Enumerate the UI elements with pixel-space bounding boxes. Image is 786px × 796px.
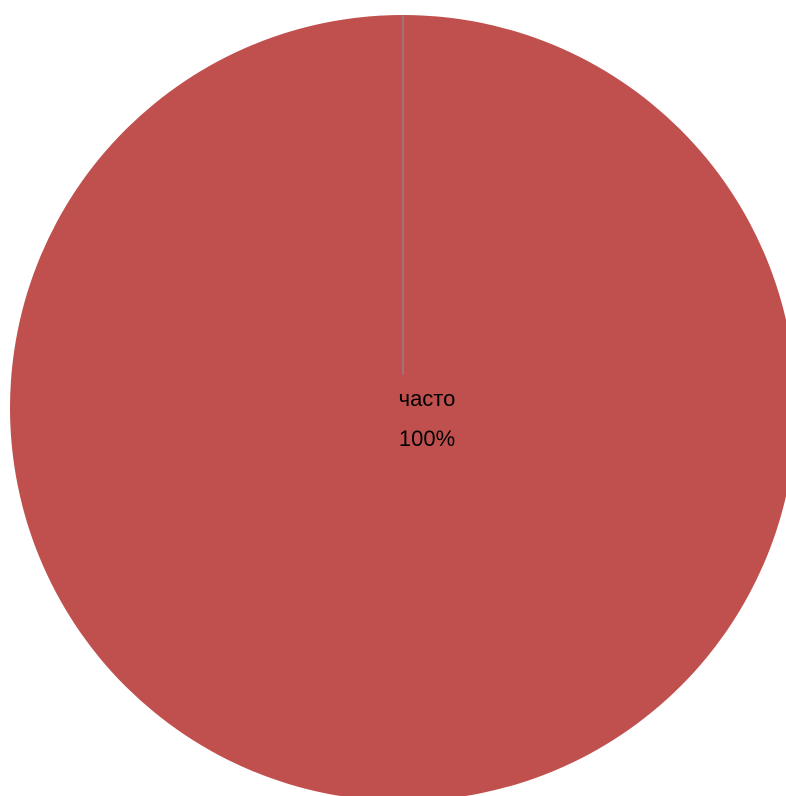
- pie-slice: [10, 15, 786, 796]
- category-label: часто: [399, 386, 456, 411]
- data-labels: часто 100%: [399, 386, 456, 451]
- value-label: 100%: [399, 426, 455, 451]
- pie: [10, 15, 786, 796]
